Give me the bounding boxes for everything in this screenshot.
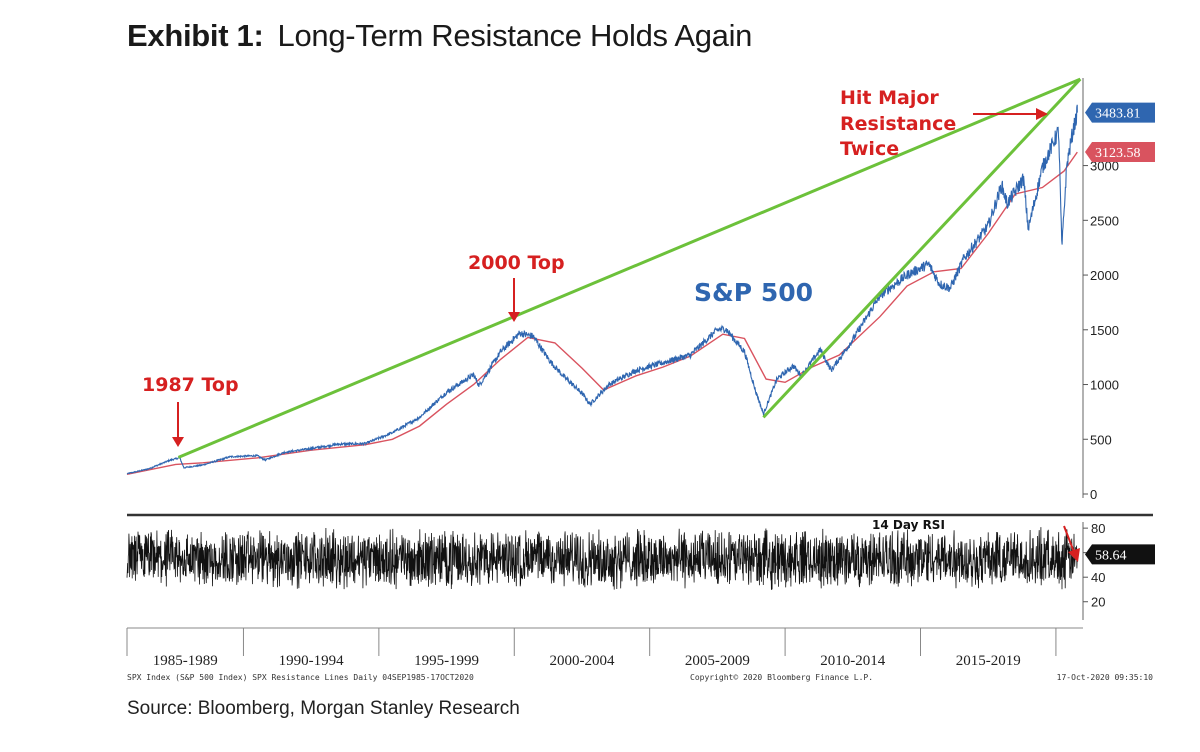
rsi-tick-label: 20 [1091,595,1105,610]
series-label-sp500: S&P 500 [694,278,813,307]
arrow-2000-head [508,312,520,322]
resistance-line-1 [177,77,1081,459]
y-tick-label: 1000 [1090,378,1119,393]
rsi-last-tag-text: 58.64 [1095,548,1127,563]
price-last-tag: 3483.81 [1085,102,1155,123]
annotation-1987-top: 1987 Top [142,374,239,396]
x-tick-label: 2015-2019 [956,653,1021,669]
arrow-resistance [973,108,1048,120]
ma-last-tag-text: 3123.58 [1095,146,1141,161]
arrow-rsi [1063,525,1080,562]
title-text: Long-Term Resistance Holds Again [277,18,753,53]
y-tick-label: 1500 [1090,323,1119,338]
y-tick-label: 0 [1090,487,1097,502]
y-tick-label: 3000 [1090,159,1119,174]
annotation-2000-top: 2000 Top [468,252,565,274]
rsi-tick-label: 80 [1091,521,1105,536]
rsi-tick-label: 40 [1091,570,1105,585]
rsi-label: 14 Day RSI [872,518,945,532]
price-last-tag-text: 3483.81 [1095,107,1141,122]
rsi-line [126,527,1078,590]
arrow-1987 [172,402,184,447]
source-note: Source: Bloomberg, Morgan Stanley Resear… [127,698,520,719]
arrow-rsi-shaft [1063,525,1075,553]
footer-center: Copyright© 2020 Bloomberg Finance L.P. [690,673,873,682]
ma-last-tag: 3123.58 [1085,142,1155,163]
annotation-hit-major: Hit Major [840,87,939,109]
annotation-twice: Twice [840,138,899,160]
x-tick-label: 2005-2009 [685,653,750,669]
arrow-resistance-head [1036,108,1048,120]
price-line [126,104,1078,475]
y-tick-label: 2000 [1090,268,1119,283]
moving-average-line [126,151,1078,475]
x-tick-label: 1995-1999 [414,653,479,669]
x-tick-label: 1985-1989 [153,653,218,669]
ma-last-tag-bg [1085,142,1155,163]
resistance-line-2 [762,78,1082,419]
x-tick-label: 1990-1994 [279,653,344,669]
arrow-1987-head [172,437,184,447]
rsi-last-tag-bg [1085,544,1155,565]
annotation-resistance: Resistance [840,113,956,135]
x-tick-label: 2000-2004 [549,653,614,669]
y-tick-label: 2500 [1090,213,1119,228]
footer-right: 17-Oct-2020 09:35:10 [1057,673,1154,682]
chart-area: 050010001500200025003000204060801985-198… [126,77,1155,682]
chart-title: Exhibit 1: Long-Term Resistance Holds Aga… [127,18,752,54]
rsi-last-tag: 58.64 [1085,544,1155,565]
y-tick-label: 500 [1090,432,1112,447]
exhibit-label: Exhibit 1: [127,18,264,53]
footer-left: SPX Index (S&P 500 Index) SPX Resistance… [127,673,474,682]
price-last-tag-bg [1085,102,1155,123]
arrow-2000 [508,278,520,322]
x-tick-label: 2010-2014 [820,653,885,669]
arrow-rsi-head [1068,548,1080,562]
